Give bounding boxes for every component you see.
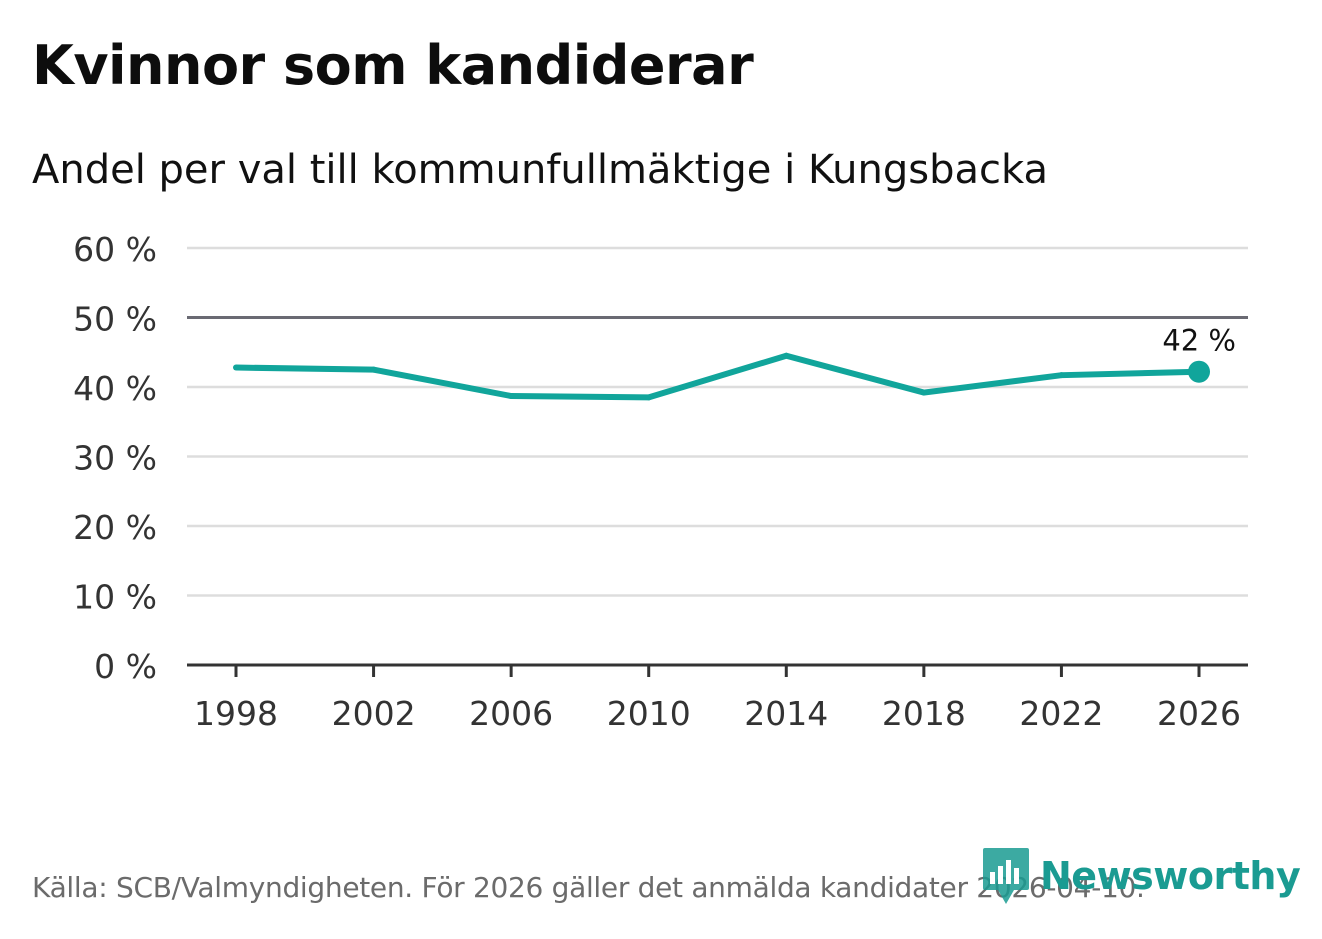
data-point — [233, 364, 239, 371]
end-value-label: 42 % — [1162, 324, 1236, 358]
newsworthy-logo: Newsworthy — [982, 846, 1301, 906]
y-tick-label: 0 % — [94, 647, 157, 686]
bar-chart-pin-icon — [983, 848, 1029, 904]
y-tick-label: 10 % — [73, 578, 157, 617]
y-tick-label: 30 % — [73, 439, 157, 478]
gridlines — [187, 246, 1248, 597]
y-tick-label: 50 % — [73, 300, 157, 339]
y-tick-label: 40 % — [73, 369, 157, 408]
y-tick-label: 60 % — [73, 230, 157, 269]
data-point — [508, 393, 515, 400]
chart-title: Kvinnor som kandiderar — [32, 34, 754, 97]
series-line — [235, 352, 1200, 401]
series — [233, 352, 1210, 401]
data-point — [370, 366, 377, 373]
data-point — [920, 389, 927, 396]
x-tick-label: 2018 — [882, 694, 966, 733]
logo-text: Newsworthy — [1040, 854, 1301, 898]
y-axis: 0 % 10 % 20 % 30 % 40 % 50 % 60 % — [73, 230, 157, 686]
x-tick-label: 1998 — [194, 694, 278, 733]
data-labels: 42 % — [1162, 324, 1236, 358]
y-tick-label: 20 % — [73, 508, 157, 547]
source-note: Källa: SCB/Valmyndigheten. För 2026 gäll… — [32, 871, 1145, 904]
x-tick-label: 2002 — [332, 694, 416, 733]
x-tick-label: 2014 — [744, 694, 828, 733]
x-tick-label: 2010 — [607, 694, 691, 733]
data-point — [645, 394, 652, 401]
x-tick-label: 2006 — [469, 694, 553, 733]
x-axis: 1998 2002 2006 2010 2014 2018 2022 2026 — [187, 663, 1248, 733]
end-point-marker — [1188, 360, 1210, 383]
data-point — [1058, 372, 1065, 379]
data-point — [783, 352, 790, 359]
x-tick-label: 2026 — [1157, 694, 1241, 733]
chart-subtitle: Andel per val till kommunfullmäktige i K… — [32, 147, 1048, 193]
x-tick-label: 2022 — [1019, 694, 1103, 733]
line-chart: 0 % 10 % 20 % 30 % 40 % 50 % 60 % 1998 2002 2006… — [73, 230, 1248, 733]
